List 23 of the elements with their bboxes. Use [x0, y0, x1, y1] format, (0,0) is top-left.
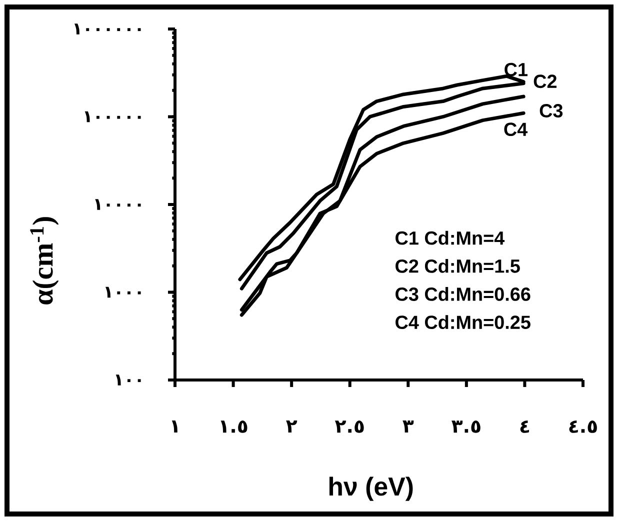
annotation: C2 Cd:Mn=1.5 — [396, 258, 520, 273]
x-axis-title: hν (eV) — [329, 476, 413, 501]
series-label: C4 — [504, 122, 528, 136]
series-label: C1 — [504, 62, 528, 76]
y-axis-title: α(cm$^{-1}$) — [30, 217, 59, 304]
y-tick-label: ١٠٠٠٠٠ — [84, 111, 141, 122]
annotation: C4 Cd:Mn=0.25 — [396, 315, 530, 330]
y-tick-label: ١٠٠٠ — [105, 286, 141, 298]
x-tick-label: ٣ — [402, 420, 414, 433]
x-tick-label: ٢.٥ — [334, 420, 364, 433]
x-tick-label: ١ — [172, 420, 178, 433]
annotation: C3 Cd:Mn=0.66 — [396, 287, 530, 301]
x-tick-label: ٤.٥ — [569, 420, 597, 433]
y-tick-label: ١٠٠٠٠٠٠ — [74, 24, 141, 34]
y-tick-label: ١٠٠ — [116, 374, 141, 386]
series-label: C2 — [534, 74, 557, 88]
x-tick-label: ٣.٥ — [452, 420, 480, 433]
series-label: C3 — [540, 104, 563, 118]
y-tick-label: ١٠٠٠٠ — [95, 199, 141, 210]
annotation: C1 Cd:Mn=4 — [396, 230, 505, 245]
x-tick-label: ١.٥ — [220, 420, 248, 433]
x-tick-label: ٤ — [520, 420, 529, 433]
x-tick-label: ٢ — [286, 420, 298, 433]
